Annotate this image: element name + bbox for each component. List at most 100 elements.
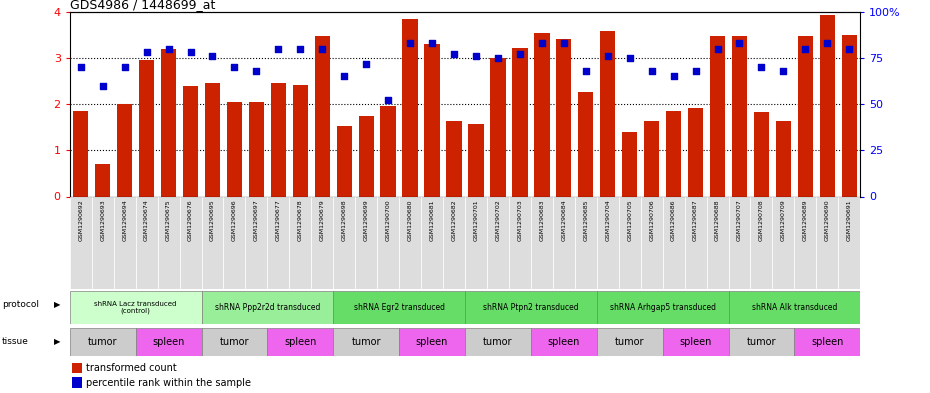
Point: [732, 40, 747, 46]
Text: tumor: tumor: [219, 337, 249, 347]
Bar: [556, 40, 572, 197]
Text: spleen: spleen: [285, 337, 316, 347]
Bar: [798, 36, 813, 197]
Text: GSM1290674: GSM1290674: [144, 199, 149, 241]
Point: [205, 53, 219, 59]
Bar: [842, 35, 857, 197]
Point: [535, 40, 550, 46]
Text: GSM1290677: GSM1290677: [276, 199, 281, 241]
Bar: [575, 196, 597, 289]
Point: [490, 55, 505, 61]
Point: [140, 49, 154, 55]
Text: shRNA Lacz transduced
(control): shRNA Lacz transduced (control): [95, 301, 177, 314]
Bar: [753, 112, 769, 196]
Bar: [512, 48, 527, 196]
Text: shRNA Arhgap5 transduced: shRNA Arhgap5 transduced: [610, 303, 715, 312]
Text: protocol: protocol: [2, 300, 39, 309]
Bar: [838, 196, 860, 289]
Point: [644, 68, 659, 74]
Point: [798, 46, 813, 52]
Bar: [202, 196, 223, 289]
Bar: [113, 196, 136, 289]
Text: GSM1290688: GSM1290688: [715, 199, 720, 241]
Text: GSM1290678: GSM1290678: [298, 199, 303, 241]
Bar: [337, 126, 352, 196]
Bar: [443, 196, 465, 289]
Text: GSM1290690: GSM1290690: [825, 199, 830, 241]
Bar: [380, 106, 396, 196]
Point: [183, 49, 198, 55]
Bar: [469, 124, 484, 196]
Point: [842, 46, 857, 52]
Bar: [293, 85, 308, 196]
Point: [403, 40, 418, 46]
Text: GSM1290685: GSM1290685: [583, 199, 589, 241]
Text: GSM1290684: GSM1290684: [562, 199, 566, 241]
Text: ▶: ▶: [54, 337, 60, 346]
Text: shRNA Ptpn2 transduced: shRNA Ptpn2 transduced: [483, 303, 578, 312]
Bar: [161, 49, 177, 196]
Bar: [70, 292, 202, 323]
Point: [271, 46, 286, 52]
Text: spleen: spleen: [153, 337, 185, 347]
Bar: [378, 196, 399, 289]
Point: [688, 68, 703, 74]
Text: spleen: spleen: [548, 337, 580, 347]
Bar: [597, 328, 662, 356]
Point: [73, 64, 88, 70]
Text: shRNA Egr2 transduced: shRNA Egr2 transduced: [353, 303, 445, 312]
Bar: [312, 196, 333, 289]
Bar: [73, 111, 88, 196]
Point: [556, 40, 571, 46]
Bar: [597, 292, 728, 323]
Text: GSM1290700: GSM1290700: [386, 199, 391, 241]
Point: [227, 64, 242, 70]
Text: GSM1290693: GSM1290693: [100, 199, 105, 241]
Text: GSM1290699: GSM1290699: [364, 199, 368, 241]
Bar: [248, 102, 264, 196]
Bar: [333, 328, 399, 356]
Bar: [552, 196, 575, 289]
Text: tumor: tumor: [484, 337, 512, 347]
Point: [95, 83, 110, 89]
Bar: [399, 196, 421, 289]
Text: GSM1290697: GSM1290697: [254, 199, 259, 241]
Bar: [794, 328, 860, 356]
Text: GSM1290692: GSM1290692: [78, 199, 83, 241]
Point: [666, 73, 681, 79]
Text: GSM1290679: GSM1290679: [320, 199, 325, 241]
Text: GSM1290704: GSM1290704: [605, 199, 610, 241]
Point: [512, 51, 527, 57]
Bar: [531, 328, 597, 356]
Text: GSM1290683: GSM1290683: [539, 199, 544, 241]
Text: GSM1290682: GSM1290682: [452, 199, 457, 241]
Bar: [465, 292, 597, 323]
Bar: [817, 196, 838, 289]
Text: percentile rank within the sample: percentile rank within the sample: [86, 378, 250, 387]
Text: GSM1290676: GSM1290676: [188, 199, 193, 241]
Text: GSM1290709: GSM1290709: [781, 199, 786, 241]
Bar: [289, 196, 312, 289]
Bar: [728, 292, 860, 323]
Text: GDS4986 / 1448699_at: GDS4986 / 1448699_at: [70, 0, 215, 11]
Bar: [246, 196, 267, 289]
Text: tumor: tumor: [747, 337, 777, 347]
Point: [161, 46, 176, 52]
Bar: [355, 196, 378, 289]
Point: [425, 40, 440, 46]
Bar: [773, 196, 794, 289]
Point: [359, 61, 374, 67]
Bar: [794, 196, 817, 289]
Text: spleen: spleen: [811, 337, 844, 347]
Bar: [271, 83, 286, 196]
Bar: [487, 196, 509, 289]
Text: tissue: tissue: [2, 337, 29, 346]
Bar: [202, 328, 267, 356]
Bar: [707, 196, 728, 289]
Bar: [662, 328, 728, 356]
Bar: [179, 196, 202, 289]
Bar: [622, 132, 637, 196]
Point: [315, 46, 330, 52]
Point: [293, 46, 308, 52]
Bar: [95, 164, 111, 196]
